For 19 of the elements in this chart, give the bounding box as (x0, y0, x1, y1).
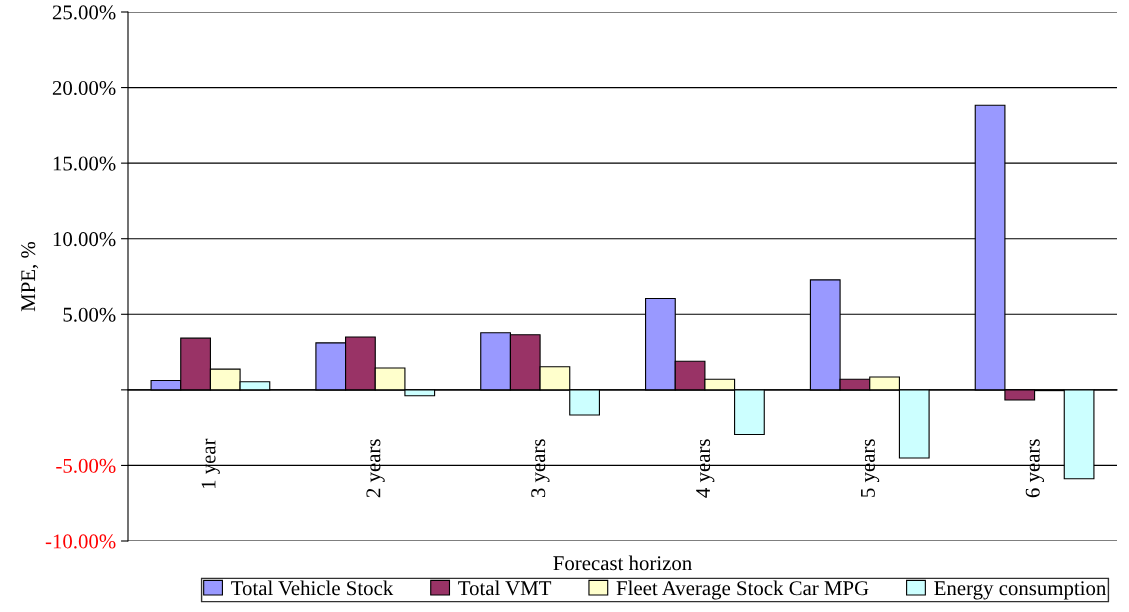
legend-label: Total VMT (458, 580, 552, 596)
y-tick-label: 10.00% (53, 232, 116, 247)
y-tick-label: 20.00% (52, 80, 116, 96)
legend-label: Total Vehicle Stock (231, 580, 394, 596)
x-tick-label: 5 years (861, 439, 880, 497)
y-tick-label: 25.00% (52, 5, 116, 20)
x-axis-title: Forecast horizon (553, 555, 692, 571)
x-tick-label: 3 years (531, 439, 550, 498)
y-axis-title: MPE, % (21, 241, 39, 312)
y-tick-label: 5.00% (63, 307, 116, 322)
legend-label: Fleet Average Stock Car MPG (616, 580, 869, 600)
x-tick-label: 2 years (366, 439, 385, 498)
x-tick-label: 1 year (201, 438, 220, 489)
x-tick-label: 6 years (1025, 439, 1045, 498)
legend-label: Energy consumption (934, 581, 1107, 600)
y-tick-label: 15.00% (53, 156, 116, 171)
x-tick-label: 4 years (696, 439, 715, 498)
y-tick-label: -10.00% (45, 534, 116, 549)
y-tick-label: -5.00% (56, 458, 116, 473)
